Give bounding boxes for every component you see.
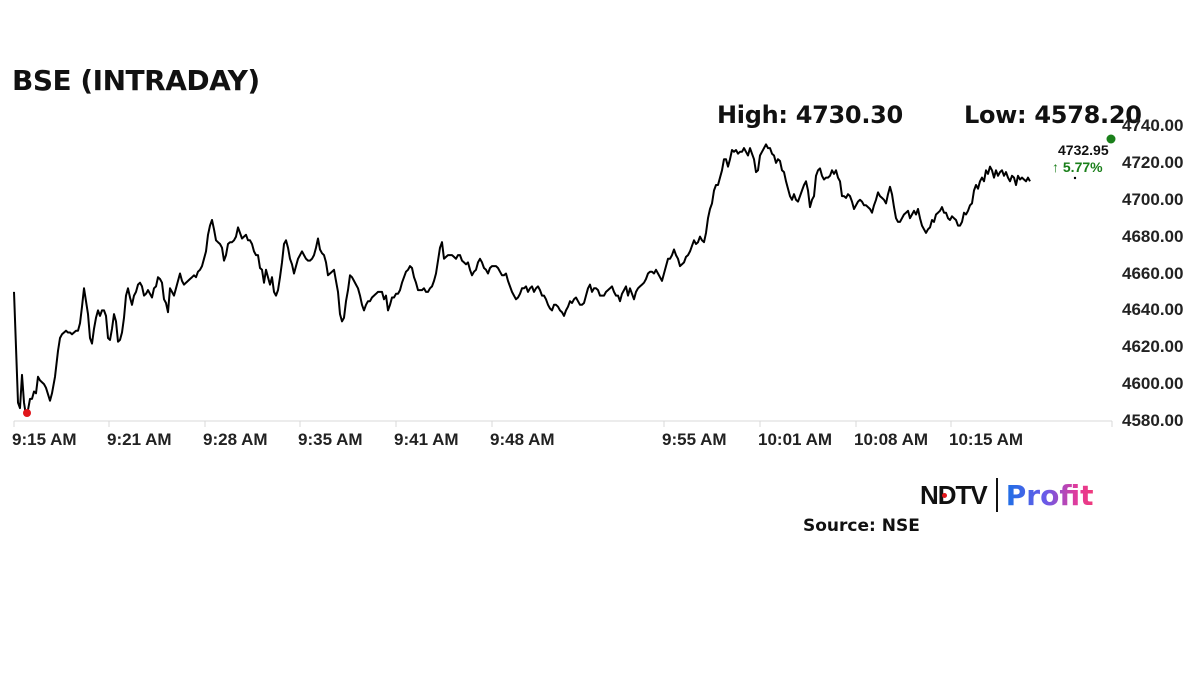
x-tick-label: 10:08 AM: [854, 430, 929, 449]
y-tick-label: 4600.00: [1122, 374, 1184, 394]
price-line: [13, 143, 1031, 417]
x-tick-label: 9:55 AM: [662, 430, 727, 449]
logo-ndtv: NDTV: [920, 479, 988, 510]
logo-red-dot: [942, 492, 947, 498]
y-tick-label: 4660.00: [1122, 263, 1184, 283]
high-label: High: 4730.30: [717, 101, 903, 129]
x-tick-label: 9:35 AM: [298, 430, 363, 449]
chart-title: BSE (INTRADAY): [12, 64, 260, 97]
x-tick-label: 9:21 AM: [107, 430, 172, 449]
last-value-label: 4732.95: [1058, 142, 1109, 158]
y-tick-label: 4680.00: [1122, 226, 1184, 246]
y-tick-label: 4640.00: [1122, 300, 1184, 320]
x-axis-ticks: [13, 421, 1113, 427]
y-tick-label: 4620.00: [1122, 337, 1184, 357]
logo-profit: Profit: [1005, 478, 1094, 512]
ndtv-profit-logo: NDTV Profit: [920, 478, 1094, 512]
x-tick-label: 10:15 AM: [949, 430, 1024, 449]
y-tick-label: 4700.00: [1122, 189, 1184, 209]
last-price-marker: [1106, 134, 1116, 144]
logo-separator: [995, 478, 998, 512]
x-tick-label: 9:48 AM: [490, 430, 555, 449]
y-tick-label: 4740.00: [1122, 116, 1184, 135]
source-label: Source: NSE: [803, 516, 920, 536]
low-label: Low: 4578.20: [964, 101, 1142, 129]
y-tick-label: 4720.00: [1122, 152, 1184, 172]
change-label: ↑ 5.77%: [1052, 159, 1103, 175]
x-tick-label: 9:15 AM: [12, 430, 77, 449]
low-marker: [23, 409, 31, 417]
x-tick-label: 9:28 AM: [203, 430, 268, 449]
last-price-dot-small: [1073, 176, 1077, 180]
x-tick-label: 9:41 AM: [394, 430, 459, 449]
x-tick-label: 10:01 AM: [758, 430, 833, 449]
y-tick-label: 4580.00: [1122, 411, 1184, 430]
